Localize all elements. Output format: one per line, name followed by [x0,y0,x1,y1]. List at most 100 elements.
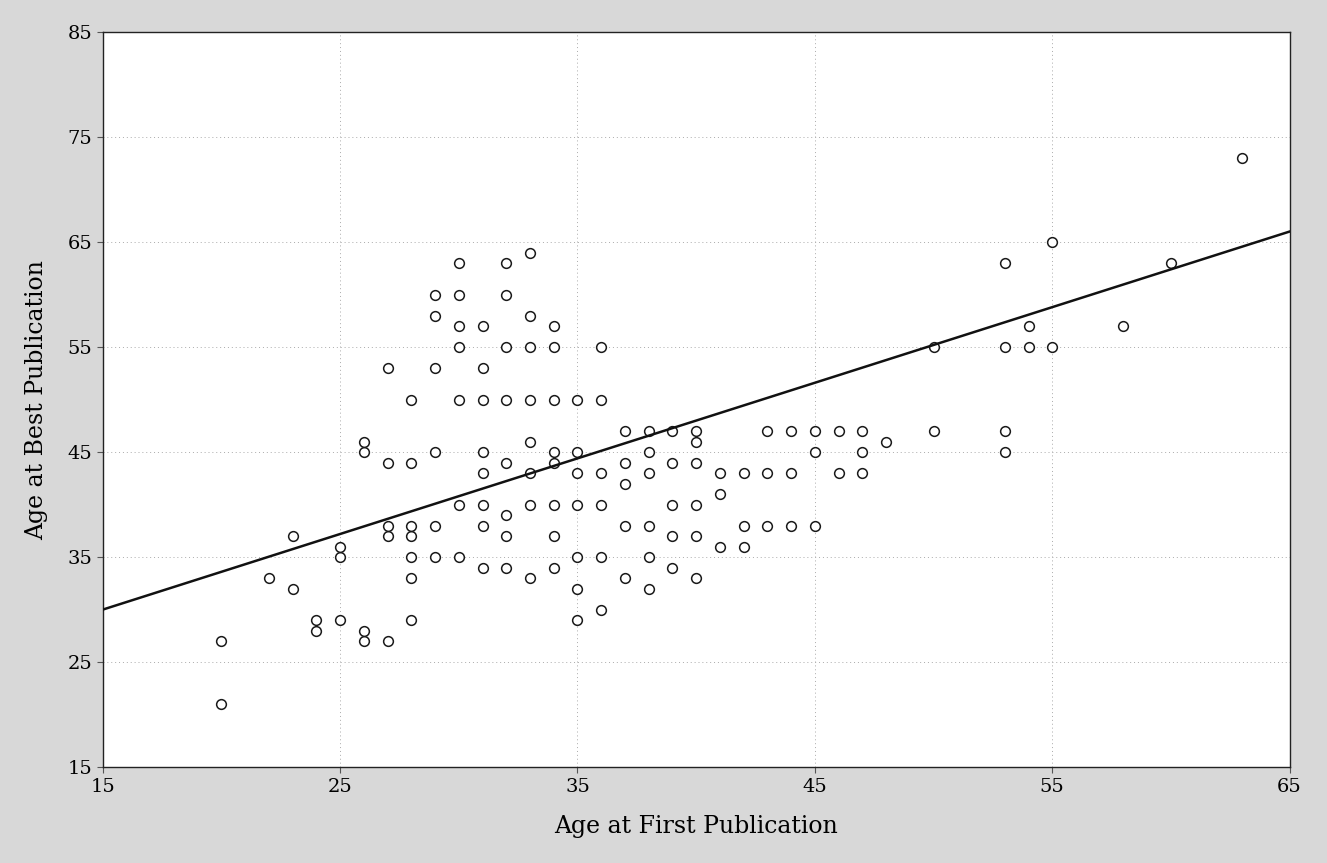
Point [305,624,326,638]
Point [567,445,588,459]
Point [638,445,660,459]
Point [638,519,660,532]
Point [401,571,422,585]
Point [591,498,612,512]
Point [496,256,518,270]
Point [614,571,636,585]
Point [449,393,470,406]
Point [543,393,564,406]
Point [1160,256,1181,270]
Point [543,529,564,543]
Point [329,614,350,627]
Point [686,571,707,585]
Point [591,551,612,564]
Point [924,425,945,438]
Point [211,634,232,648]
Point [425,309,446,323]
Point [496,456,518,469]
Point [614,519,636,532]
Point [662,529,683,543]
Point [543,319,564,333]
Point [401,393,422,406]
Point [449,319,470,333]
Point [804,445,825,459]
Point [496,508,518,522]
Point [567,551,588,564]
Point [994,425,1015,438]
Point [543,561,564,575]
Point [686,435,707,449]
Point [519,498,540,512]
Point [519,466,540,480]
Point [472,361,494,375]
Point [401,551,422,564]
Point [543,445,564,459]
Point [329,551,350,564]
Point [449,256,470,270]
Point [449,551,470,564]
Point [472,319,494,333]
Point [543,456,564,469]
Point [377,634,398,648]
Point [638,582,660,595]
Point [519,246,540,260]
Point [756,466,778,480]
Point [662,561,683,575]
Point [472,561,494,575]
Point [662,425,683,438]
Point [283,529,304,543]
Point [994,340,1015,354]
Point [377,361,398,375]
Point [519,340,540,354]
Point [780,466,802,480]
Point [591,466,612,480]
Point [567,614,588,627]
Point [591,602,612,616]
Point [614,476,636,490]
Point [377,529,398,543]
Point [353,624,374,638]
Point [638,551,660,564]
Point [638,425,660,438]
Point [425,287,446,301]
Point [733,539,754,553]
Point [733,519,754,532]
Point [353,634,374,648]
Point [756,425,778,438]
Point [614,456,636,469]
Point [377,519,398,532]
Point [401,456,422,469]
Point [710,488,731,501]
Point [543,498,564,512]
Point [591,340,612,354]
Point [425,519,446,532]
Point [756,519,778,532]
Point [425,551,446,564]
Point [567,393,588,406]
Point [353,445,374,459]
Point [519,571,540,585]
Point [353,435,374,449]
Point [638,466,660,480]
Point [852,425,873,438]
Point [496,561,518,575]
Point [614,425,636,438]
Point [519,435,540,449]
Point [780,425,802,438]
Point [519,309,540,323]
Point [662,456,683,469]
Point [449,287,470,301]
Point [401,529,422,543]
Point [377,456,398,469]
Point [994,256,1015,270]
Point [1018,340,1039,354]
Point [686,456,707,469]
Point [211,697,232,711]
Point [924,340,945,354]
Point [401,614,422,627]
Point [401,519,422,532]
Point [567,582,588,595]
Point [283,582,304,595]
Point [567,466,588,480]
Point [686,529,707,543]
